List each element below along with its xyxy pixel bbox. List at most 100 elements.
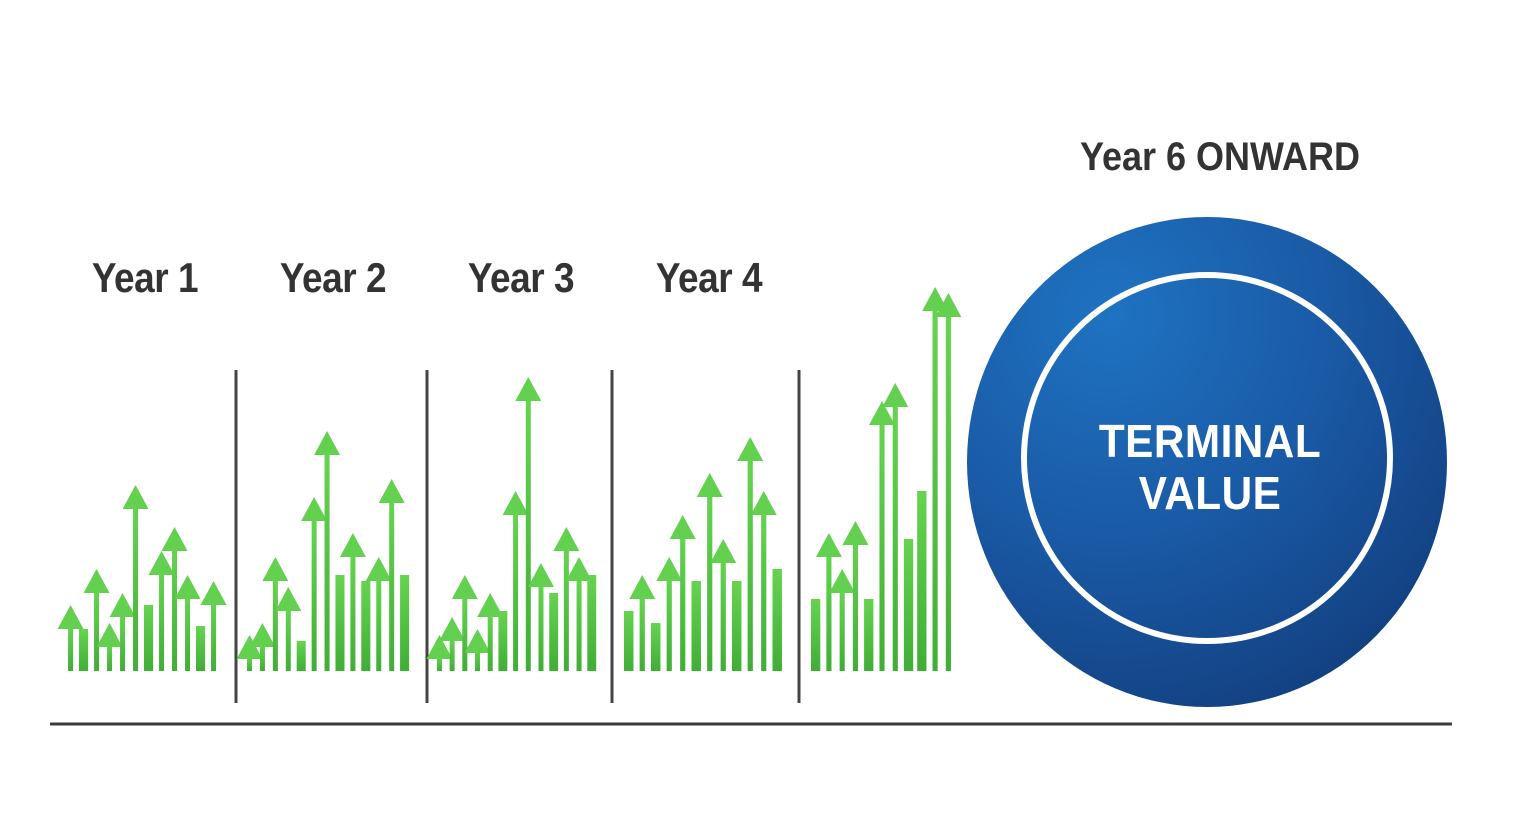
growth-arrow-head [275,587,302,611]
growth-bar [549,593,559,671]
growth-arrow-head [339,533,366,557]
growth-bar [79,629,89,671]
growth-arrow [576,579,582,671]
growth-arrow [680,537,686,671]
growth-arrow-head [553,527,580,551]
growth-arrow [932,309,938,671]
growth-arrow-head [148,551,175,575]
growth-arrow [462,597,468,671]
growth-arrow [172,549,178,671]
value-label: VALUE [1138,467,1282,519]
growth-bar [917,491,927,671]
growth-arrow-head [869,401,896,425]
growth-arrow [350,555,356,671]
growth-arrow [272,579,278,671]
growth-bar [587,575,597,671]
growth-arrow [487,615,493,671]
growth-arrow-head [656,557,683,581]
growth-arrow [475,651,481,671]
year-3-label: Year 3 [467,254,575,301]
growth-bar [772,569,782,671]
growth-arrow-head [515,377,542,401]
growth-arrow [639,597,645,671]
growth-arrow [839,591,845,671]
growth-arrow-head [566,557,593,581]
growth-arrow [133,507,139,671]
growth-bar [296,641,306,671]
growth-arrow-head [882,383,909,407]
growth-arrow [211,603,217,671]
growth-arrow-head [527,563,554,587]
period-dividers [234,370,801,703]
growth-bar [811,599,821,671]
growth-arrow-head [750,491,777,515]
growth-arrow-head [842,521,869,545]
growth-arrow-head [426,635,453,659]
growth-arrow [852,543,859,671]
growth-bar [196,626,206,671]
growth-arrow-head [502,491,529,515]
growth-arrow [376,579,382,671]
growth-arrow [107,645,113,671]
growth-arrow [892,405,898,671]
growth-arrow-head [301,497,328,521]
growth-arrow-head [935,293,962,317]
growth-arrow [259,645,265,671]
growth-arrow-head [249,623,276,647]
growth-bar [400,575,410,671]
growth-arrow [747,459,753,671]
growth-arrow [389,501,395,671]
growth-bar [903,539,914,671]
growth-arrow [826,555,832,671]
growth-bar [335,575,345,671]
terminal-label: TERMINAL [1098,415,1322,467]
growth-arrow-head [174,575,201,599]
growth-arrow-head [737,437,764,461]
growth-arrow-head [464,629,491,653]
growth-arrow-head [451,575,478,599]
year-4-label: Year 4 [655,254,763,301]
growth-arrow-head [696,473,723,497]
growth-arrow-head [439,617,466,641]
growth-arrow [879,423,885,671]
growth-arrow-head [83,569,110,593]
growth-arrow [563,549,569,671]
year-2-label: Year 2 [279,254,387,301]
growth-arrow-head [314,431,341,455]
growth-arrow-head [710,539,737,563]
growth-arrow [449,639,455,671]
growth-arrow-head [829,569,856,593]
growth-bar [624,611,634,671]
growth-bar [144,605,154,671]
growth-arrow [720,561,726,671]
growth-arrow-head [629,575,656,599]
growth-arrow-head [815,533,842,557]
growth-bar [732,581,742,671]
growth-arrow [94,591,100,671]
growth-arrow-head [200,581,227,605]
terminal-value-circle [967,217,1447,707]
growth-bar [361,581,371,671]
year-1-label: Year 1 [91,254,199,301]
growth-bar [691,581,701,671]
growth-arrow [185,597,191,671]
growth-arrow-head [96,623,123,647]
growth-arrow [285,609,291,671]
growth-arrow-head [378,479,405,503]
growth-arrow-head [122,485,149,509]
growth-arrow [525,399,531,671]
growth-arrow-head [922,287,949,311]
growth-arrow [707,495,713,671]
growth-arrow-head [262,557,289,581]
growth-arrow [666,579,672,671]
growth-arrow [68,627,74,671]
growth-arrow [324,453,330,671]
growth-arrow [436,657,442,671]
growth-arrow-head [669,515,696,539]
growth-bar [498,611,508,671]
growth-arrow-head [477,593,504,617]
growth-arrow [247,657,253,671]
growth-arrow-head [365,557,392,581]
growth-arrow-head [57,605,84,629]
